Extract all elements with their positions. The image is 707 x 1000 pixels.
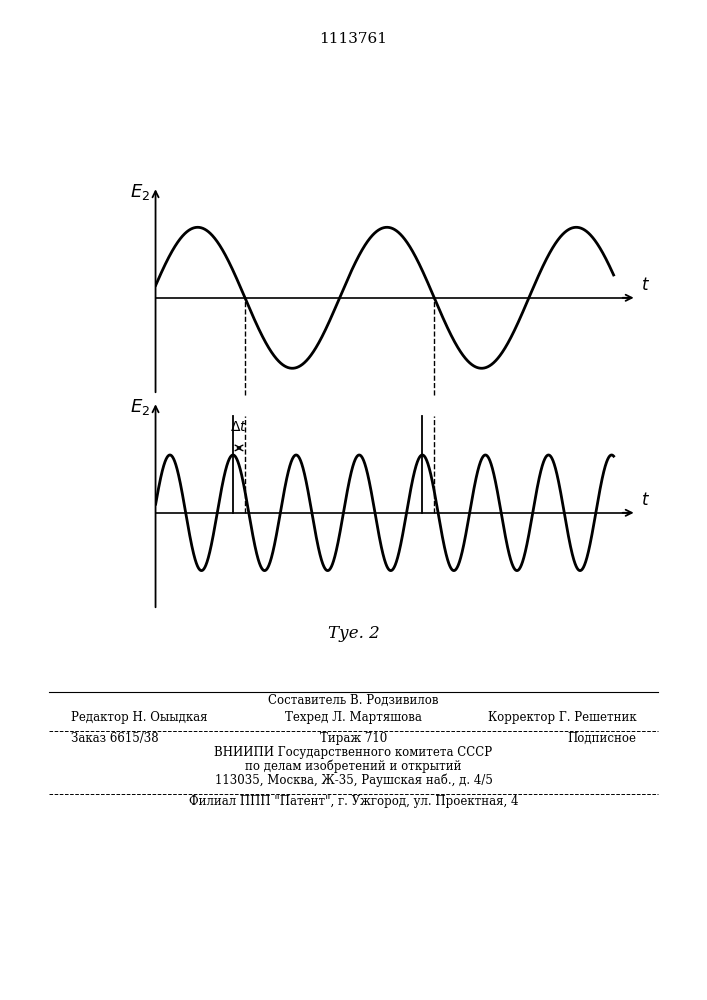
Text: по делам изобретений и открытий: по делам изобретений и открытий [245,760,462,773]
Text: Τуе. 2: Τуе. 2 [327,625,380,642]
Text: 1113761: 1113761 [320,32,387,46]
Text: Заказ 6615/38: Заказ 6615/38 [71,732,158,745]
Text: Подписное: Подписное [567,732,636,745]
Text: $\Delta t$: $\Delta t$ [230,420,247,434]
Text: Корректор Г. Решетник: Корректор Г. Решетник [488,711,636,724]
Text: Тираж 710: Тираж 710 [320,732,387,745]
Text: $E_2$: $E_2$ [130,182,150,202]
Text: $t$: $t$ [641,276,650,294]
Text: Техред Л. Мартяшова: Техред Л. Мартяшова [285,711,422,724]
Text: $E_2$: $E_2$ [130,397,150,417]
Text: $t$: $t$ [641,491,650,509]
Text: 113035, Москва, Ж-35, Раушская наб., д. 4/5: 113035, Москва, Ж-35, Раушская наб., д. … [214,774,493,787]
Text: Составитель В. Родзивилов: Составитель В. Родзивилов [268,694,439,707]
Text: Филиал ППП "Патент", г. Ужгород, ул. Проектная, 4: Филиал ППП "Патент", г. Ужгород, ул. Про… [189,795,518,808]
Text: Редактор Н. Оыыдкая: Редактор Н. Оыыдкая [71,711,207,724]
Text: ВНИИПИ Государственного комитета СССР: ВНИИПИ Государственного комитета СССР [214,746,493,759]
